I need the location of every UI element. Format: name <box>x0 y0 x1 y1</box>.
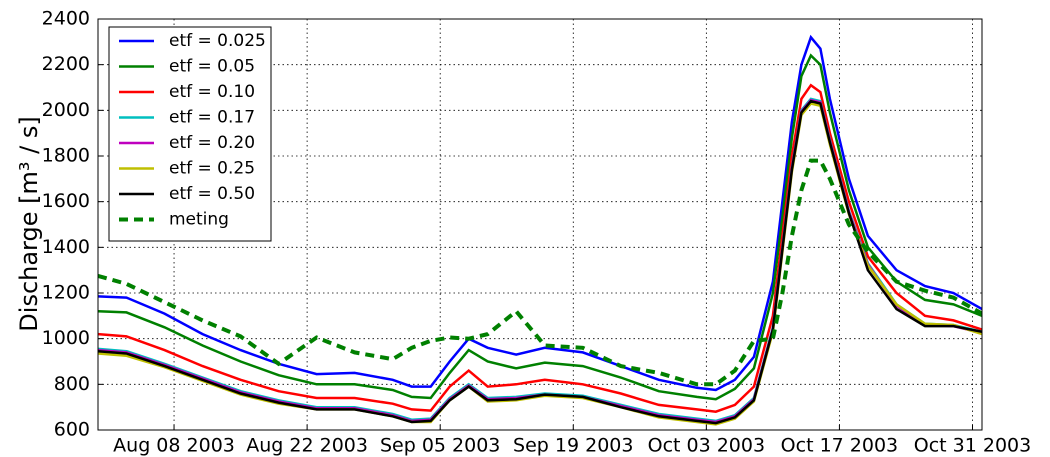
y-tick-label: 1800 <box>42 145 90 167</box>
x-tick-label: Oct 31 2003 <box>914 435 1031 457</box>
series-line <box>98 83 982 413</box>
y-tick-label: 2000 <box>42 99 90 121</box>
y-tick-label: 2400 <box>42 8 90 30</box>
y-tick-label: 1200 <box>42 282 90 304</box>
x-tick-label: Aug 08 2003 <box>113 435 235 457</box>
series-line <box>98 99 982 425</box>
x-tick-label: Oct 17 2003 <box>781 435 898 457</box>
y-tick-label: 800 <box>54 373 90 395</box>
series-line <box>98 34 982 392</box>
legend-label: meting <box>169 210 229 230</box>
y-axis-label: Discharge [m³ / s] <box>15 116 43 331</box>
x-tick-label: Sep 05 2003 <box>380 435 500 457</box>
x-tick-label: Aug 22 2003 <box>246 435 368 457</box>
legend-label: etf = 0.025 <box>169 31 266 51</box>
y-tick-label: 1600 <box>42 190 90 212</box>
y-tick-label: 1400 <box>42 236 90 258</box>
legend-label: etf = 0.10 <box>169 82 255 102</box>
y-tick-label: 2200 <box>42 53 90 75</box>
y-tick-label: 600 <box>54 419 90 441</box>
x-tick-label: Oct 03 2003 <box>648 435 765 457</box>
legend-label: etf = 0.25 <box>169 159 255 179</box>
y-tick-label: 1000 <box>42 327 90 349</box>
legend-label: etf = 0.20 <box>169 133 255 153</box>
legend-label: etf = 0.17 <box>169 108 255 128</box>
legend-label: etf = 0.05 <box>169 57 255 77</box>
plot-frame <box>97 18 983 431</box>
series-line <box>98 53 982 401</box>
x-tick-label: Sep 19 2003 <box>513 435 633 457</box>
legend-label: etf = 0.50 <box>169 184 255 204</box>
series-line <box>98 158 982 387</box>
legend-box <box>108 26 272 242</box>
